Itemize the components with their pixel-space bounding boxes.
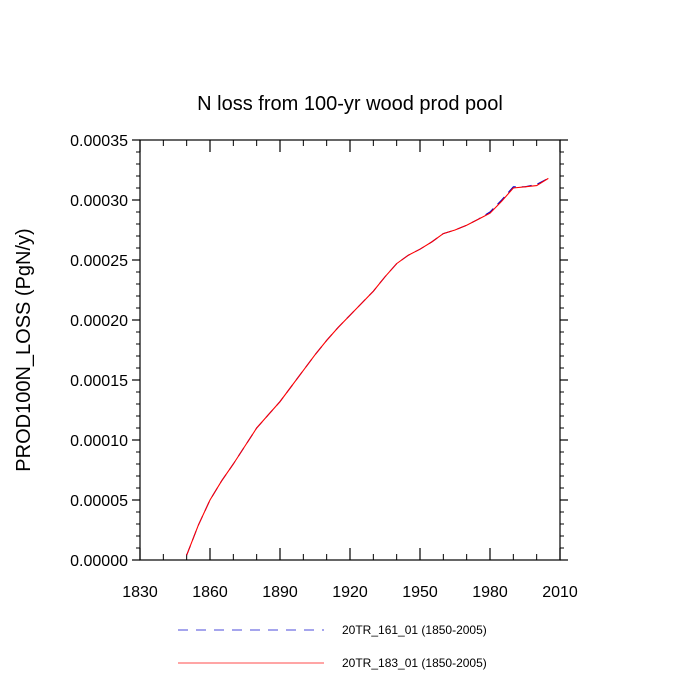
y-tick-label: 0.00025 [70, 253, 128, 270]
series-lines [186, 177, 549, 556]
x-tick-label: 1830 [122, 584, 158, 601]
y-tick-label: 0.00035 [70, 133, 128, 150]
plot-frame [139, 139, 561, 561]
legend-label: 20TR_161_01 (1850-2005) [342, 623, 487, 637]
x-tick-label: 1860 [192, 584, 228, 601]
y-tick-label: 0.00010 [70, 433, 128, 450]
y-tick-label: 0.00015 [70, 373, 128, 390]
y-tick-label: 0.00000 [70, 553, 128, 570]
y-tick-label: 0.00005 [70, 493, 128, 510]
series-line-1 [186, 177, 549, 556]
chart-title: N loss from 100-yr wood prod pool [197, 93, 503, 115]
x-tick-label: 2010 [542, 584, 578, 601]
y-axis-label: PROD100N_LOSS (PgN/y) [13, 228, 35, 471]
legend: 20TR_161_01 (1850-2005) 20TR_183_01 (1850… [178, 623, 487, 670]
y-tick-label: 0.00020 [70, 313, 128, 330]
x-tick-label: 1890 [262, 584, 298, 601]
axis-ticks [132, 139, 568, 561]
tick-labels: 1830 1860 1890 1920 1950 1980 2010 0.00000 0.000… [70, 133, 578, 601]
x-tick-label: 1980 [472, 584, 508, 601]
legend-label: 20TR_183_01 (1850-2005) [342, 656, 487, 670]
series-line-2 [186, 177, 549, 556]
x-tick-label: 1950 [402, 584, 438, 601]
x-tick-label: 1920 [332, 584, 368, 601]
y-tick-label: 0.00030 [70, 193, 128, 210]
